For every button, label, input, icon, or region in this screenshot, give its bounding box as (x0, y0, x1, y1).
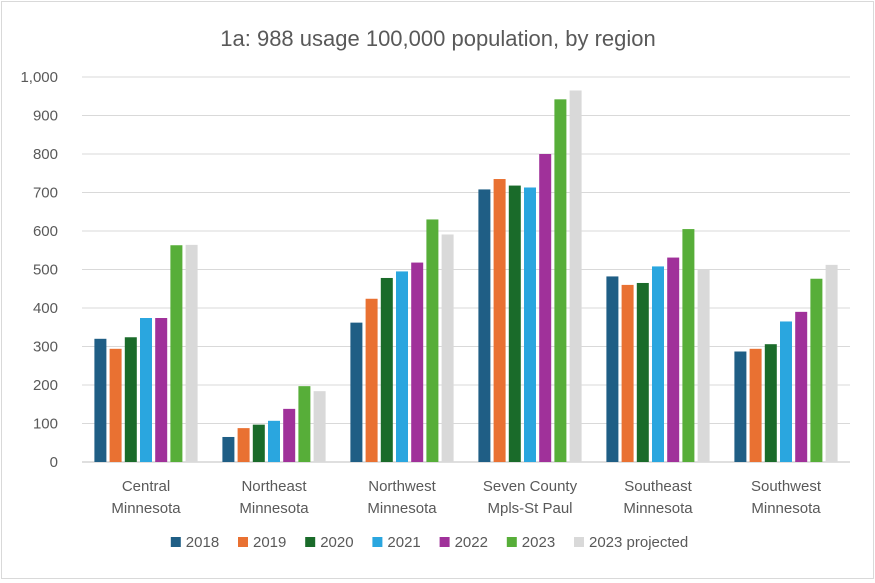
x-tick-label: Southeast (624, 478, 692, 495)
bar (313, 391, 326, 462)
bar (441, 234, 454, 462)
y-tick-label: 400 (33, 300, 58, 317)
bar (396, 271, 408, 462)
bar (365, 298, 378, 462)
y-tick-label: 900 (33, 108, 58, 125)
legend-label: 2020 (320, 534, 353, 551)
y-tick-label: 800 (33, 146, 58, 163)
bar (411, 262, 424, 462)
bar (554, 99, 567, 462)
bar (380, 277, 393, 462)
bar (734, 351, 747, 462)
legend-label: 2023 (522, 534, 555, 551)
bar (94, 338, 107, 462)
bar (170, 245, 183, 462)
y-tick-label: 200 (33, 377, 58, 394)
y-tick-label: 700 (33, 185, 58, 202)
bar (237, 428, 250, 462)
bar (749, 348, 762, 462)
y-axis: 0 100 200 300 400 500 600 700 800 900 1,000 (20, 69, 58, 471)
bar (283, 408, 296, 462)
x-tick-label: Minnesota (751, 500, 821, 517)
x-tick-label: Southwest (751, 478, 822, 495)
bar (350, 322, 363, 462)
bar (185, 244, 198, 462)
legend: 2018 2019 2020 2021 2022 2023 2023 projected (170, 534, 688, 551)
bar (426, 219, 439, 462)
legend-swatch (170, 537, 181, 547)
bar (621, 284, 634, 462)
x-tick-label: Minnesota (623, 500, 693, 517)
legend-label: 2022 (455, 534, 488, 551)
legend-label: 2021 (387, 534, 420, 551)
legend-swatch (574, 537, 584, 547)
x-tick-label: Central (122, 478, 170, 495)
y-tick-label: 0 (50, 454, 58, 471)
chart-title: 1a: 988 usage 100,000 population, by reg… (220, 26, 655, 51)
y-tick-label: 1,000 (20, 69, 58, 86)
x-axis: Central Minnesota Northeast Minnesota Northw… (111, 478, 821, 517)
y-tick-label: 100 (33, 416, 58, 433)
bar (780, 321, 792, 462)
legend-label: 2019 (253, 534, 286, 551)
bar (268, 420, 280, 462)
bar (682, 229, 695, 462)
bar (524, 187, 536, 462)
y-tick-label: 500 (33, 262, 58, 279)
bar (697, 269, 710, 462)
x-tick-label: Minnesota (111, 500, 181, 517)
bar (478, 189, 491, 463)
bar (298, 386, 311, 462)
bar (508, 185, 521, 462)
x-tick-label: Mpls-St Paul (487, 500, 572, 517)
bar (155, 318, 168, 462)
legend-swatch (506, 537, 517, 547)
legend-label: 2018 (186, 534, 219, 551)
bar (252, 424, 265, 462)
gridlines (82, 76, 850, 463)
bar (667, 257, 680, 462)
bar (140, 318, 152, 462)
bar (569, 90, 582, 462)
legend-label: 2023 projected (589, 534, 688, 551)
bar (810, 278, 823, 462)
bar (222, 436, 235, 462)
bar (636, 282, 649, 462)
x-tick-label: Minnesota (239, 500, 309, 517)
bar (825, 264, 838, 462)
bar (539, 154, 552, 462)
legend-swatch (238, 537, 248, 547)
bar (606, 276, 619, 462)
bars (94, 90, 838, 463)
bar (652, 266, 664, 462)
bar (493, 179, 506, 462)
bar (109, 348, 122, 462)
y-tick-label: 600 (33, 223, 58, 240)
bar (795, 311, 808, 462)
legend-swatch (439, 537, 450, 547)
bar (764, 344, 777, 462)
legend-swatch (372, 537, 383, 547)
x-tick-label: Minnesota (367, 500, 437, 517)
bar (124, 337, 137, 462)
legend-swatch (305, 537, 316, 547)
x-tick-label: Northeast (241, 478, 307, 495)
x-tick-label: Seven County (483, 478, 578, 495)
x-tick-label: Northwest (368, 478, 436, 495)
y-tick-label: 300 (33, 339, 58, 356)
